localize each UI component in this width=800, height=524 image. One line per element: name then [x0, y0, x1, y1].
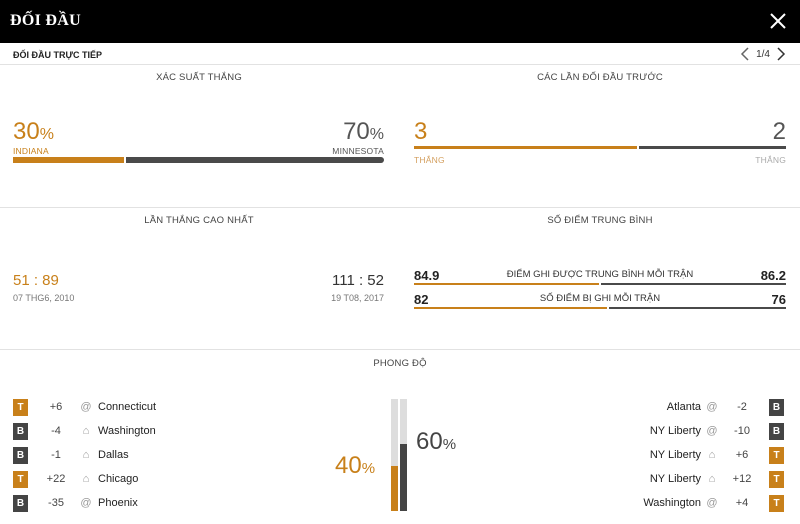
point-diff: +6: [735, 449, 749, 461]
away-form-bar: [400, 444, 407, 511]
home-win-prob-bar: [13, 157, 124, 163]
opponent-team: NY Liberty: [649, 449, 701, 461]
opponent-team: Atlanta: [666, 401, 701, 413]
result-badge: B: [13, 495, 28, 512]
point-diff: -10: [734, 425, 750, 437]
at-icon: @: [706, 401, 718, 413]
divider: [0, 349, 800, 350]
result-badge: T: [13, 399, 28, 416]
opponent-team: NY Liberty: [649, 425, 701, 437]
top-bar: ĐỐI ĐẦU: [0, 0, 800, 43]
away-biggest-win-score: 111 : 52: [332, 272, 384, 289]
away-h2h-bar: [639, 146, 786, 149]
point-diff: +22: [46, 473, 66, 485]
result-badge: T: [769, 471, 784, 488]
home-form-track: [391, 399, 398, 511]
opponent-team: Connecticut: [98, 401, 157, 413]
pager: 1/4: [740, 47, 786, 61]
home-h2h-label: THẮNG: [414, 155, 445, 165]
result-badge: B: [13, 447, 28, 464]
result-badge: T: [13, 471, 28, 488]
point-diff: +12: [732, 473, 752, 485]
away-form-pct: 60%: [416, 428, 457, 455]
home-team-label: INDIANA: [13, 146, 49, 156]
away-h2h-label: THẮNG: [755, 155, 786, 165]
point-diff: +6: [49, 401, 63, 413]
home-h2h-wins: 3: [414, 118, 428, 145]
avg-away-value: 86.2: [760, 268, 786, 283]
point-diff: -35: [48, 497, 64, 509]
home-icon: ⌂: [82, 473, 90, 485]
avg-home-bar: [414, 283, 599, 285]
avg-away-value: 76: [771, 292, 786, 307]
away-form-track: [400, 399, 407, 511]
away-team-label: MINNESOTA: [332, 146, 384, 156]
away-biggest-win-date: 19 T08, 2017: [331, 293, 384, 303]
win-prob-title: XÁC SUẤT THẮNG: [156, 72, 242, 83]
home-icon: ⌂: [708, 449, 716, 461]
home-icon: ⌂: [708, 473, 716, 485]
opponent-team: Chicago: [98, 473, 139, 485]
at-icon: @: [80, 401, 92, 413]
avg-away-bar: [601, 283, 786, 285]
opponent-team: Dallas: [98, 449, 129, 461]
avg-row-label: SỐ ĐIỂM BỊ GHI MỖI TRẬN: [539, 293, 661, 304]
avg-away-bar: [609, 307, 786, 309]
avg-row-label: ĐIỂM GHI ĐƯỢC TRUNG BÌNH MỖI TRẬN: [506, 269, 694, 280]
away-win-prob-bar: [126, 157, 384, 163]
home-h2h-bar: [414, 146, 637, 149]
point-diff: +4: [735, 497, 749, 509]
home-biggest-win-date: 07 THG6, 2010: [13, 293, 75, 303]
sub-header: ĐỐI ĐẦU TRỰC TIẾP 1/4: [0, 43, 800, 65]
chevron-right-icon[interactable]: [776, 47, 786, 61]
at-icon: @: [706, 497, 718, 509]
away-win-prob: 70%: [343, 118, 384, 145]
home-form-bar: [391, 466, 398, 511]
home-form-pct: 40%: [335, 452, 376, 479]
result-badge: B: [13, 423, 28, 440]
avg-home-value: 82: [414, 292, 429, 307]
chevron-left-icon[interactable]: [740, 47, 750, 61]
biggest-win-title: LẦN THẮNG CAO NHẤT: [144, 215, 254, 226]
home-biggest-win-score: 51 : 89: [13, 272, 59, 289]
opponent-team: Washington: [643, 497, 701, 509]
result-badge: T: [769, 495, 784, 512]
at-icon: @: [80, 497, 92, 509]
home-icon: ⌂: [82, 449, 90, 461]
form-title: PHONG ĐỘ: [373, 358, 427, 369]
avg-home-bar: [414, 307, 607, 309]
at-icon: @: [706, 425, 718, 437]
opponent-team: NY Liberty: [649, 473, 701, 485]
result-badge: B: [769, 423, 784, 440]
page-title: ĐỐI ĐẦU: [10, 12, 81, 29]
home-icon: ⌂: [82, 425, 90, 437]
section-label: ĐỐI ĐẦU TRỰC TIẾP: [13, 50, 102, 60]
page-indicator: 1/4: [756, 48, 770, 60]
away-h2h-wins: 2: [772, 118, 786, 145]
opponent-team: Washington: [98, 425, 156, 437]
home-win-prob: 30%: [13, 118, 54, 145]
point-diff: -4: [51, 425, 61, 437]
point-diff: -2: [737, 401, 747, 413]
point-diff: -1: [51, 449, 61, 461]
opponent-team: Phoenix: [98, 497, 138, 509]
divider: [0, 207, 800, 208]
h2h-title: CÁC LẦN ĐỐI ĐẦU TRƯỚC: [537, 72, 663, 83]
result-badge: B: [769, 399, 784, 416]
avg-points-title: SỐ ĐIỂM TRUNG BÌNH: [547, 215, 653, 226]
avg-home-value: 84.9: [414, 268, 440, 283]
result-badge: T: [769, 447, 784, 464]
close-icon[interactable]: [768, 11, 788, 31]
